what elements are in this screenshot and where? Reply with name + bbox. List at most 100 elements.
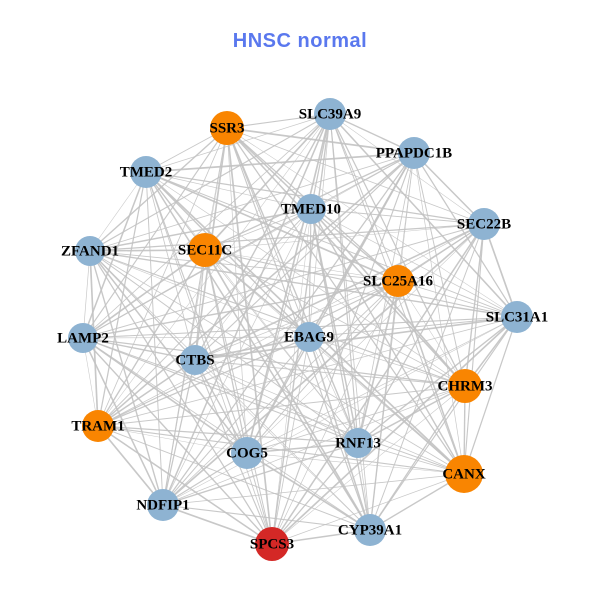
edge (89, 250, 466, 387)
edge (246, 280, 399, 454)
edge (246, 385, 466, 454)
edge (226, 113, 331, 129)
edge (89, 171, 147, 252)
edge (97, 171, 147, 427)
edge (82, 337, 164, 506)
edge (204, 249, 248, 454)
node-COG5 (231, 437, 263, 469)
edge (246, 336, 310, 454)
node-PPAPDC1B (398, 137, 430, 169)
node-SLC31A1 (501, 301, 533, 333)
edge (357, 223, 485, 444)
edge (89, 250, 399, 282)
edge (97, 152, 415, 427)
edge (194, 359, 371, 531)
node-label-PPAPDC1B: PPAPDC1B (376, 146, 452, 162)
node-RNF13 (343, 428, 373, 458)
node-CYP39A1 (354, 514, 386, 546)
edge (97, 425, 359, 444)
edge (194, 280, 399, 361)
node-label-CYP39A1: CYP39A1 (338, 523, 402, 539)
edge (329, 113, 466, 387)
edge (194, 359, 248, 454)
edge (226, 127, 359, 444)
node-label-CANX: CANX (442, 467, 485, 483)
node-LAMP2 (68, 323, 98, 353)
node-EBAG9 (294, 322, 324, 352)
node-label-SLC25A16: SLC25A16 (363, 274, 434, 290)
node-CHRM3 (448, 369, 482, 403)
node-SLC39A9 (314, 98, 346, 130)
node-SSR3 (210, 111, 244, 145)
edge (97, 359, 196, 427)
edge (162, 223, 485, 506)
node-TRAM1 (82, 410, 114, 442)
edge (89, 113, 331, 252)
edge (464, 223, 485, 387)
edge (357, 152, 415, 444)
edge (463, 316, 518, 475)
edge (308, 113, 331, 338)
edge (413, 152, 465, 475)
edge (397, 280, 465, 475)
node-label-LAMP2: LAMP2 (57, 331, 109, 347)
edge (194, 152, 415, 361)
edge (89, 249, 206, 252)
edge (162, 113, 331, 506)
node-label-SEC22B: SEC22B (457, 217, 511, 233)
edge (89, 250, 359, 444)
edge (310, 208, 485, 225)
node-ZFAND1 (75, 236, 105, 266)
edge (194, 316, 518, 361)
edge (310, 208, 399, 282)
edge (97, 425, 164, 506)
edge (162, 452, 248, 506)
edge (89, 250, 310, 338)
edge (162, 359, 196, 506)
node-NDFIP1 (147, 489, 179, 521)
edge (226, 127, 310, 338)
edge (82, 337, 465, 475)
edge (82, 113, 331, 339)
edge (246, 452, 465, 475)
edge (145, 113, 331, 173)
edge (483, 223, 518, 318)
node-label-RNF13: RNF13 (335, 436, 381, 452)
node-label-SLC31A1: SLC31A1 (486, 310, 549, 326)
node-label-SPCS3: SPCS3 (250, 537, 294, 553)
node-CANX (445, 455, 483, 493)
edge (246, 223, 485, 454)
edge (97, 425, 371, 531)
edge (397, 280, 466, 387)
edge (194, 359, 466, 387)
edge (310, 208, 371, 531)
node-label-CHRM3: CHRM3 (438, 379, 493, 395)
node-SPCS3 (255, 527, 289, 561)
node-label-TMED10: TMED10 (281, 202, 341, 218)
edge (162, 504, 371, 531)
edge (162, 473, 465, 506)
edge (226, 127, 415, 154)
edge (97, 223, 485, 427)
edge (369, 385, 466, 531)
node-label-ZFAND1: ZFAND1 (61, 244, 119, 260)
edge (162, 249, 206, 506)
edge (204, 113, 331, 251)
node-label-CTBS: CTBS (175, 353, 214, 369)
edge (204, 208, 312, 251)
node-TMED10 (296, 194, 326, 224)
edge (246, 442, 359, 454)
node-SEC22B (468, 208, 500, 240)
edge (329, 113, 399, 282)
edge (145, 171, 399, 282)
edge (97, 316, 518, 427)
edge (162, 336, 310, 506)
edge (369, 223, 485, 531)
node-label-TMED2: TMED2 (120, 165, 173, 181)
edge (308, 280, 399, 338)
edge (308, 336, 371, 531)
figure-title: HNSC normal (232, 30, 368, 52)
edge (204, 249, 518, 318)
